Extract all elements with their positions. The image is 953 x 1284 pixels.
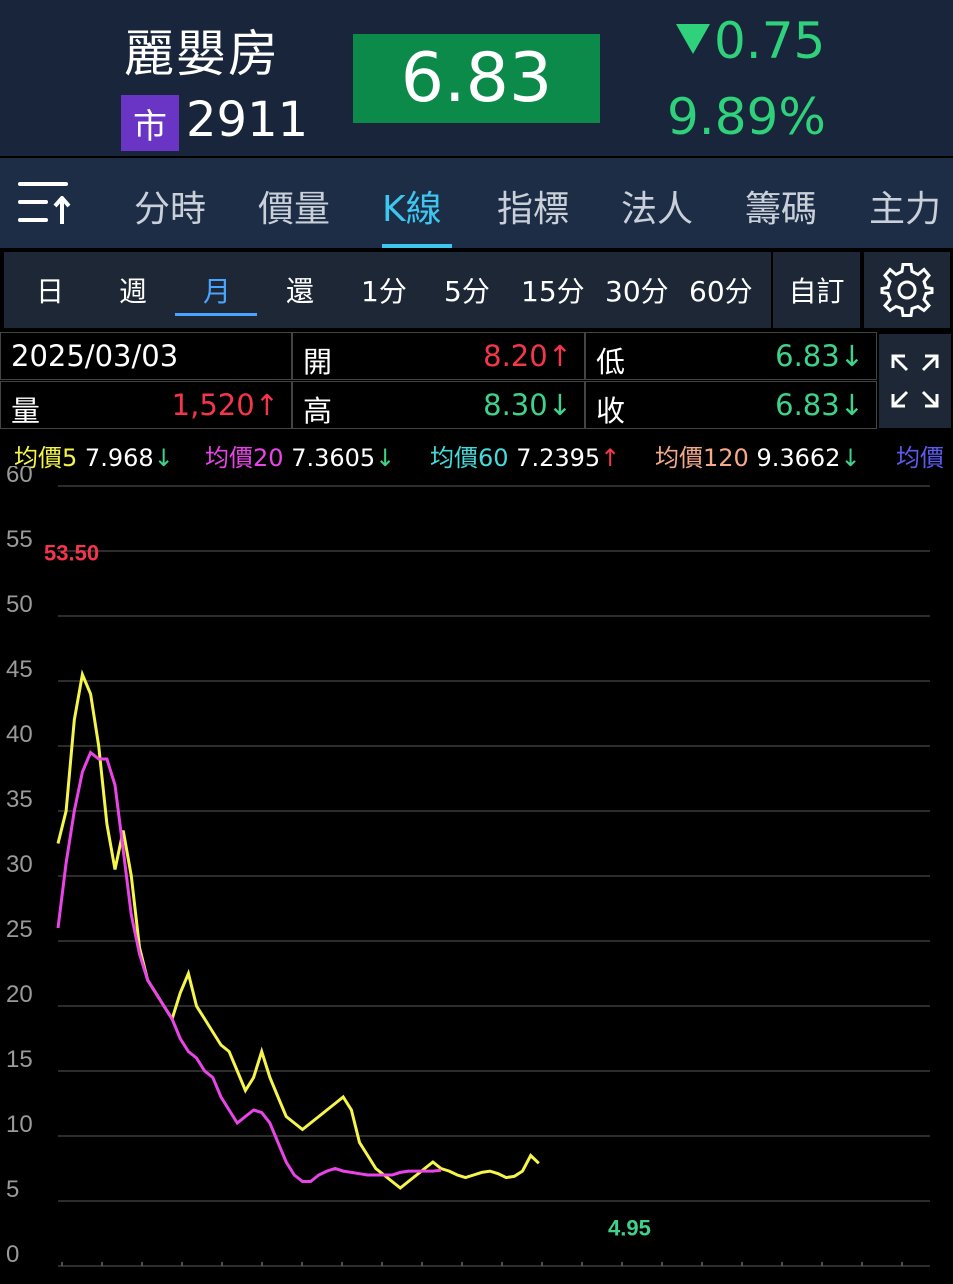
open-cell: 開 8.20↑ [292,332,585,380]
y-tick-label: 20 [6,981,33,1008]
tab-intraday[interactable]: 分時 [134,189,207,230]
y-tick-label: 5 [6,1176,19,1203]
ma-legend: 均價5 7.968↓ 均價20 7.3605↓ 均價60 7.2395↑ 均價1… [0,438,953,472]
period-60min[interactable]: 60分 [689,275,753,308]
ma20-legend: 均價20 7.3605↓ [205,444,396,472]
y-tick-label: 10 [6,1111,33,1138]
active-tab-indicator [382,244,452,248]
down-triangle-icon [676,24,710,54]
price-box: 6.83 [353,34,600,123]
high-cell: 高 8.30↓ [292,381,585,429]
close-cell: 收 6.83↓ [585,381,877,429]
change-value: 0.75 [714,12,826,70]
custom-button[interactable]: 自訂 [773,252,860,328]
tab-institutional[interactable]: 法人 [621,189,694,230]
low-label: 低 [596,345,626,379]
period-5min[interactable]: 5分 [444,275,490,308]
ma240-legend: 均價 [896,444,944,472]
close-label: 收 [596,394,626,428]
price-change: 0.75 [676,12,825,70]
high-label: 高 [303,394,333,428]
volume-cell: 量 1,520↑ [0,381,292,429]
open-value: 8.20↑ [483,339,572,373]
stock-name: 麗嬰房 [124,25,280,83]
volume-label: 量 [11,394,41,428]
y-tick-label: 25 [6,916,33,943]
ma60-legend: 均價60 7.2395↑ [430,444,621,472]
ma5-legend: 均價5 7.968↓ [14,444,174,472]
tab-kline[interactable]: K線 [382,189,442,230]
period-week[interactable]: 週 [119,275,148,308]
y-tick-label: 30 [6,851,33,878]
y-tick-label: 50 [6,591,33,618]
sort-menu-icon[interactable] [18,180,74,224]
active-period-indicator [175,313,257,316]
last-price: 6.83 [400,39,553,118]
date-value: 2025/03/03 [11,339,179,373]
low-value: 6.83↓ [775,339,864,373]
y-tick-label: 60 [6,466,33,488]
volume-value: 1,520↑ [171,388,279,422]
expand-icon[interactable] [879,334,951,428]
market-badge: 市 [121,95,179,151]
close-value: 6.83↓ [775,388,864,422]
open-label: 開 [303,345,333,379]
series-line [56,669,540,1190]
quote-header: 麗嬰房 市 2911 6.83 0.75 9.89% [0,0,953,156]
tab-price-volume[interactable]: 價量 [258,189,331,230]
period-month[interactable]: 月 [203,275,232,308]
gear-icon[interactable] [864,252,950,328]
high-value: 8.30↓ [483,388,572,422]
period-bar: 日 週 月 還 1分 5分 15分 30分 60分 自訂 [4,252,950,328]
date-cell: 2025/03/03 [0,332,292,380]
period-adjusted[interactable]: 還 [286,275,315,308]
change-percent: 9.89% [667,88,826,146]
stock-code: 2911 [186,92,309,148]
tab-indicators[interactable]: 指標 [497,189,570,230]
period-30min[interactable]: 30分 [605,275,669,308]
period-1min[interactable]: 1分 [361,275,407,308]
low-cell: 低 6.83↓ [585,332,877,380]
y-tick-label: 15 [6,1046,33,1073]
period-15min[interactable]: 15分 [521,275,585,308]
tab-bar: 分時 價量 K線 指標 法人 籌碼 主力 [0,158,953,248]
low-annotation: 4.95 [608,1216,651,1241]
y-tick-label: 40 [6,721,33,748]
ma120-legend: 均價120 9.3662↓ [655,444,861,472]
y-tick-label: 55 [6,526,33,553]
tab-chips[interactable]: 籌碼 [745,189,818,230]
kline-chart[interactable]: 60 55 50 45 40 35 30 25 20 15 10 5 0 53.50 4.95 [0,461,953,1280]
tab-main-force[interactable]: 主力 [869,189,942,230]
high-annotation: 53.50 [44,541,99,566]
y-tick-label: 0 [6,1241,19,1268]
series-line [56,750,442,1183]
period-day[interactable]: 日 [36,275,65,308]
y-tick-label: 35 [6,786,33,813]
y-tick-label: 45 [6,656,33,683]
